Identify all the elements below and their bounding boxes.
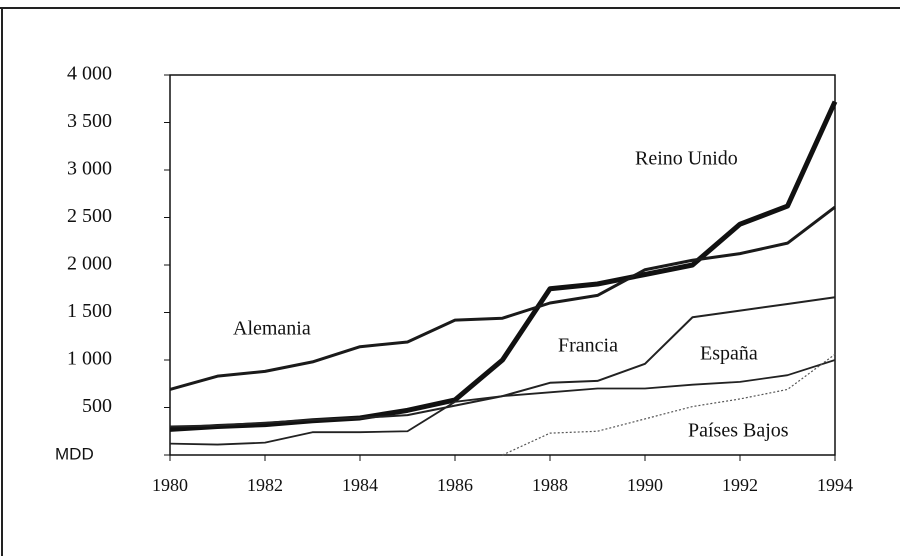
x-tick-label: 1990 [627, 475, 663, 495]
y-tick-label: 500 [82, 395, 112, 417]
y-tick-label: 3 000 [67, 158, 112, 180]
x-tick-label: 1992 [722, 475, 758, 495]
series-line [169, 359, 836, 446]
series-label: Alemania [233, 318, 311, 340]
series-label: Países Bajos [688, 420, 789, 442]
y-tick-label: 1 000 [67, 348, 112, 370]
y-tick-label: 1 500 [67, 300, 112, 322]
y-tick-label: 2 500 [67, 205, 112, 227]
y-tick-label: MDD [55, 444, 94, 463]
series-label: España [700, 343, 758, 365]
x-tick-label: 1980 [152, 475, 188, 495]
x-tick-label: 1984 [342, 475, 378, 495]
plot-area [169, 74, 836, 456]
y-tick-label: 3 500 [67, 110, 112, 132]
x-tick-label: 1982 [247, 475, 283, 495]
series-line [169, 205, 836, 391]
y-tick-label: 2 000 [67, 253, 112, 275]
series-line [502, 353, 836, 456]
y-tick-label: 4 000 [67, 63, 112, 85]
series-label: Francia [558, 335, 618, 357]
series-line [169, 100, 838, 432]
x-tick-label: 1988 [532, 475, 568, 495]
series-label: Reino Unido [635, 148, 738, 170]
x-tick-label: 1994 [817, 475, 853, 495]
x-tick-label: 1986 [437, 475, 473, 495]
